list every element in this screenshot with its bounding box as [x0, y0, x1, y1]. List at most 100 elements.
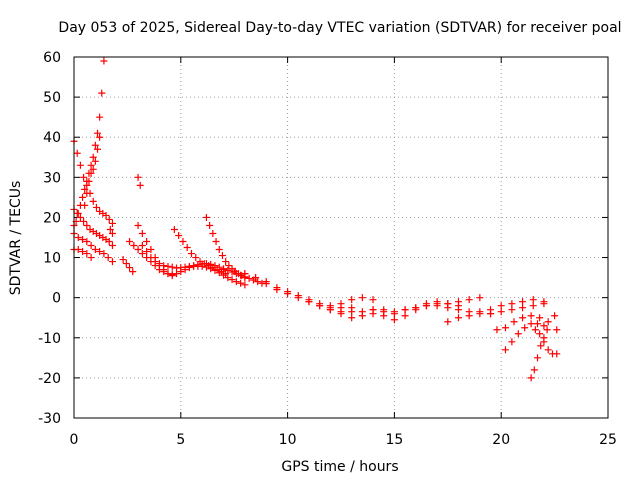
data-point — [192, 254, 200, 262]
data-point — [540, 338, 548, 346]
data-point — [96, 248, 104, 256]
data-point — [79, 248, 87, 256]
data-point — [262, 280, 270, 288]
data-point — [454, 298, 462, 306]
data-point — [105, 238, 113, 246]
series-arc-c — [81, 133, 104, 209]
data-point — [100, 250, 108, 258]
data-point — [136, 181, 144, 189]
data-point — [465, 312, 473, 320]
chart-title: Day 053 of 2025, Sidereal Day-to-day VTE… — [58, 20, 621, 36]
data-point — [536, 314, 544, 322]
data-point — [358, 312, 366, 320]
data-point — [348, 314, 356, 322]
data-point — [534, 354, 542, 362]
series-arc-y — [531, 326, 561, 358]
data-point — [119, 256, 127, 264]
data-point — [206, 221, 214, 229]
data-point — [89, 165, 97, 173]
y-tick-label: 20 — [43, 210, 61, 226]
data-point — [225, 262, 233, 270]
data-point — [143, 248, 151, 256]
y-tick-label: 10 — [43, 251, 61, 267]
data-point — [273, 286, 281, 294]
data-point — [212, 238, 220, 246]
data-point — [508, 338, 516, 346]
data-point — [164, 270, 172, 278]
series-arc-m — [170, 225, 230, 278]
data-point — [108, 229, 116, 237]
data-point — [519, 298, 527, 306]
data-point — [527, 374, 535, 382]
data-point — [241, 270, 249, 278]
y-tick-label: -10 — [38, 331, 61, 347]
data-point — [155, 260, 163, 268]
data-point — [529, 302, 537, 310]
data-point — [224, 274, 232, 282]
data-point — [200, 260, 208, 268]
data-point — [89, 197, 97, 205]
data-point — [213, 266, 221, 274]
data-point — [222, 258, 230, 266]
data-point — [98, 89, 106, 97]
series-arc-g — [106, 225, 116, 237]
data-point — [73, 209, 81, 217]
data-point — [254, 278, 262, 286]
data-point — [74, 234, 82, 241]
data-point — [87, 161, 95, 169]
data-point — [147, 254, 155, 262]
data-point — [222, 270, 230, 278]
data-point — [87, 169, 95, 177]
data-point — [89, 153, 97, 161]
series-arc-u — [487, 296, 559, 320]
data-point — [237, 279, 245, 287]
data-point — [122, 260, 130, 268]
data-point — [209, 264, 217, 272]
data-point — [81, 201, 89, 209]
data-point — [369, 306, 377, 314]
y-tick-label: 0 — [52, 291, 61, 307]
data-point — [87, 242, 95, 250]
x-tick-labels: 0 5 10 15 20 25 — [70, 432, 617, 448]
data-point — [501, 346, 509, 354]
data-point — [294, 294, 302, 302]
data-point — [228, 276, 236, 284]
x-tick-label: 5 — [176, 432, 185, 448]
data-point — [126, 238, 134, 246]
data-point — [487, 306, 495, 314]
data-point — [232, 278, 240, 286]
data-point — [534, 320, 542, 328]
data-point — [76, 213, 84, 221]
data-point — [220, 266, 228, 274]
y-tick-label: 30 — [43, 170, 61, 186]
data-point — [444, 318, 452, 326]
data-point — [536, 330, 544, 338]
data-point — [170, 225, 178, 233]
data-point — [91, 246, 99, 254]
data-point — [514, 330, 522, 338]
data-point — [104, 254, 112, 262]
data-point — [73, 149, 81, 157]
data-point — [168, 263, 176, 271]
data-point — [106, 225, 114, 233]
data-point — [93, 129, 101, 137]
data-point — [284, 290, 292, 298]
data-point — [143, 238, 151, 246]
data-point — [553, 326, 561, 334]
series-arc-s — [369, 294, 484, 318]
series-arc-i — [134, 173, 144, 189]
data-point — [134, 173, 142, 181]
series-arc-h — [119, 256, 137, 276]
x-tick-label: 10 — [279, 432, 297, 448]
data-point — [465, 296, 473, 304]
data-point — [93, 145, 101, 153]
data-point — [540, 322, 548, 330]
data-point — [179, 238, 187, 246]
data-point — [85, 177, 93, 185]
data-point — [108, 242, 116, 250]
data-point — [79, 236, 87, 244]
data-point — [401, 306, 409, 314]
data-point — [252, 274, 260, 282]
data-point — [80, 173, 88, 181]
